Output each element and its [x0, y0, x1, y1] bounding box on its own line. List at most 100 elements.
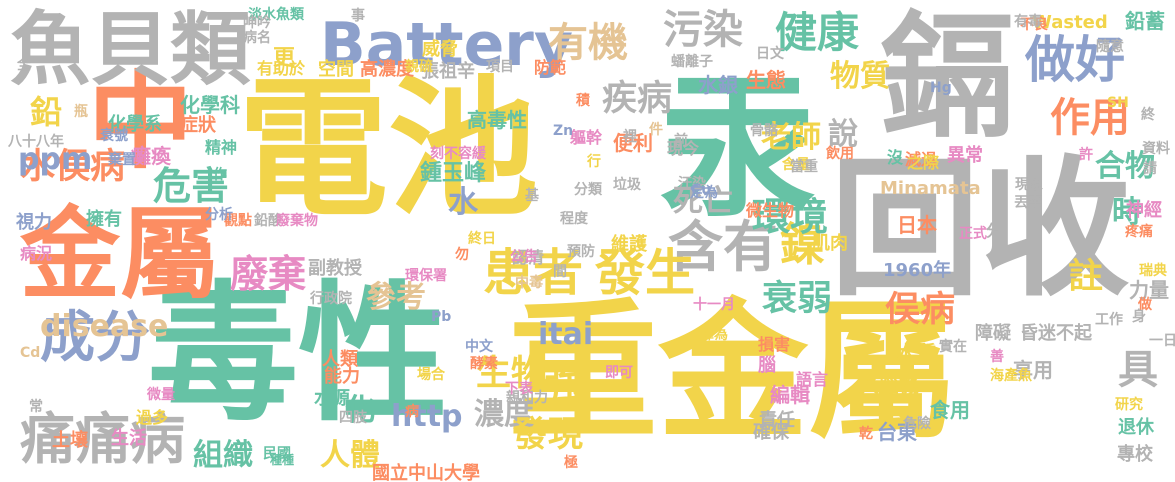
cloud-word: 污染	[663, 7, 743, 53]
cloud-word: 語言	[796, 370, 829, 389]
cloud-word: 鉛	[30, 93, 63, 131]
cloud-word: 便利	[613, 131, 653, 155]
cloud-word: 裡	[623, 129, 637, 145]
cloud-word: 生態	[746, 68, 786, 92]
cloud-word: 勿	[455, 247, 469, 263]
cloud-word: 力量	[1129, 278, 1169, 302]
cloud-word: 資料	[1142, 141, 1170, 157]
cloud-word: 金屬	[20, 196, 220, 313]
cloud-word: 親硫	[405, 59, 433, 75]
cloud-word: 空間	[318, 59, 354, 80]
cloud-word: 有毒	[1014, 14, 1042, 30]
cloud-word: 場合	[417, 367, 445, 383]
cloud-word: 棄置	[108, 152, 136, 168]
cloud-word: Pb	[431, 309, 452, 325]
cloud-word: 件	[649, 122, 663, 138]
cloud-word: disease	[40, 309, 169, 344]
cloud-word: 中文	[465, 339, 493, 355]
cloud-word: 魚貝類	[10, 3, 250, 96]
cloud-word: 水	[448, 185, 478, 220]
cloud-word: 重金屬	[508, 286, 959, 460]
cloud-word: Wasted	[1032, 12, 1108, 33]
cloud-word: 確保	[753, 422, 789, 443]
cloud-word: 隨意	[1096, 39, 1124, 55]
cloud-word: 終	[1141, 107, 1155, 123]
cloud-word: 軀幹	[570, 128, 603, 147]
cloud-word: 善	[990, 349, 1004, 365]
cloud-word: 1960年	[883, 260, 952, 281]
cloud-word: 呻吟	[243, 15, 271, 31]
cloud-word: 疼痛	[1125, 224, 1153, 240]
cloud-word: 環境	[752, 195, 829, 239]
cloud-word: 鍾玉峰	[420, 161, 487, 186]
cloud-word: 項目	[486, 59, 514, 75]
cloud-word: 張祖辛	[421, 61, 475, 82]
cloud-word: 即可	[605, 365, 633, 381]
cloud-word: 減退	[905, 150, 938, 169]
cloud-word: 退休	[1118, 417, 1154, 438]
cloud-word: 患者	[483, 244, 583, 302]
cloud-word: 蟠離子	[671, 54, 713, 70]
cloud-word: 分	[986, 221, 1003, 240]
cloud-word: 強	[543, 362, 583, 408]
cloud-word: 預防	[567, 244, 595, 260]
cloud-word: 擁有	[86, 209, 122, 230]
cloud-word: 責任	[759, 410, 795, 431]
cloud-word: http	[391, 399, 463, 434]
cloud-word: ppm	[18, 142, 93, 177]
cloud-word: 觀點	[224, 213, 252, 229]
cloud-word: 公告	[510, 249, 538, 265]
cloud-word: 死亡	[673, 184, 733, 219]
cloud-word: 間	[553, 264, 567, 280]
cloud-word: 不良	[1020, 17, 1048, 33]
cloud-word: 沒	[887, 148, 904, 167]
cloud-word: 危害	[153, 164, 230, 208]
cloud-word: 毒性	[148, 268, 449, 442]
cloud-word: 威脅	[422, 39, 458, 60]
cloud-word: 淡水魚類	[248, 7, 304, 23]
cloud-word: 丟棄	[1014, 195, 1042, 211]
cloud-word: 高濃度	[360, 59, 414, 80]
cloud-word: 異常	[947, 145, 983, 166]
cloud-word: 現象	[1015, 177, 1043, 193]
cloud-word: 參考	[366, 280, 426, 315]
cloud-word: 副教授	[308, 258, 362, 279]
cloud-word: 編輯	[770, 383, 810, 407]
cloud-word: 鎳	[780, 218, 826, 271]
cloud-word: 化學系	[108, 114, 162, 135]
cloud-word: 障礙	[975, 323, 1011, 344]
cloud-word: 作	[213, 167, 227, 183]
cloud-word: 水銀	[698, 73, 738, 97]
cloud-word: 俣病	[885, 290, 956, 330]
cloud-word: 成分	[40, 305, 151, 369]
cloud-word: 含有	[668, 215, 779, 279]
cloud-word: 高毒性	[467, 108, 527, 132]
cloud-word: 分析	[205, 207, 233, 223]
cloud-word: 回收	[830, 143, 1131, 317]
cloud-word: 維護	[611, 234, 647, 255]
cloud-word: 下表	[505, 381, 533, 397]
cloud-word: itai	[538, 317, 594, 352]
cloud-word: 種種	[270, 453, 295, 467]
cloud-word: 含量	[782, 157, 810, 173]
cloud-word: 終日	[468, 231, 496, 247]
cloud-word: 乾	[859, 426, 873, 442]
cloud-word: 生活	[111, 428, 147, 449]
cloud-word: 分類	[574, 182, 602, 198]
cloud-word: 事	[351, 8, 365, 24]
cloud-word: 疾病	[602, 79, 673, 119]
cloud-word: 大腦機	[859, 373, 919, 397]
cloud-word: 化學科	[180, 93, 240, 117]
cloud-word: 正式	[959, 226, 987, 242]
cloud-word: 衰號	[100, 128, 128, 144]
cloud-word: 有機	[548, 20, 628, 66]
cloud-word: 做	[1138, 297, 1152, 313]
cloud-word: 工作	[1095, 312, 1123, 328]
cloud-word: 鉛酸	[254, 213, 282, 229]
cloud-word: 做好	[1025, 31, 1125, 89]
cloud-word: 民國	[263, 446, 291, 462]
cloud-word: 癱瘓	[131, 144, 171, 168]
cloud-word: 台東	[877, 420, 917, 444]
cloud-word: 微量	[147, 387, 175, 403]
cloud-word: 現今	[667, 139, 700, 158]
